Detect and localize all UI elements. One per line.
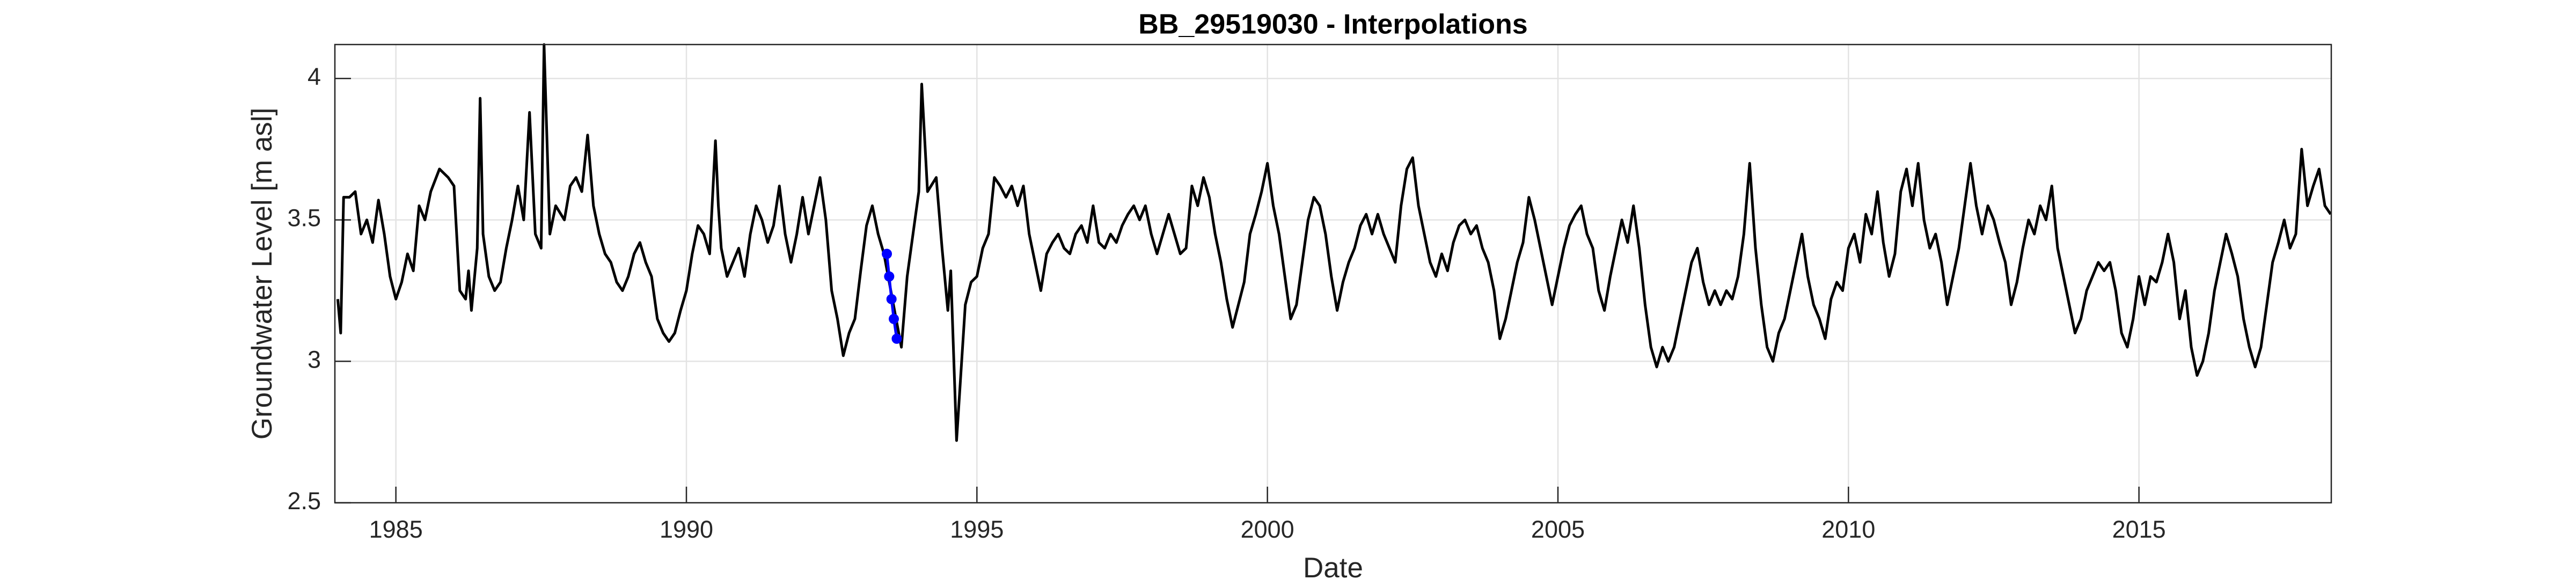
axes-box <box>334 43 2332 504</box>
plot-lines <box>336 43 2331 442</box>
series-line <box>336 43 2331 442</box>
series-marker <box>882 248 892 259</box>
chart-title: BB_29519030 - Interpolations <box>1138 9 1527 40</box>
x-tick-label: 2010 <box>1821 516 1875 543</box>
x-tick-label: 2005 <box>1531 516 1585 543</box>
y-tick-label: 3.5 <box>287 204 321 232</box>
x-tick-label: 2000 <box>1241 516 1294 543</box>
x-tick-label: 1995 <box>950 516 1004 543</box>
series-marker <box>886 294 897 304</box>
y-tick-label: 2.5 <box>287 487 321 515</box>
x-tick-label: 2015 <box>2112 516 2166 543</box>
x-axis-label: Date <box>1303 552 1363 584</box>
x-tick-label: 1990 <box>660 516 713 543</box>
plot-area <box>335 45 2331 503</box>
y-axis-label: Groundwater Level [m asl] <box>246 108 278 440</box>
series-marker <box>889 313 899 324</box>
tick-labels: 1985 1990 1995 2000 2005 2010 2015 2.5 3 3.5 4 <box>287 63 2165 543</box>
x-tick-label: 1985 <box>369 516 423 543</box>
y-tick-label: 3 <box>308 346 321 373</box>
series-marker <box>891 333 902 344</box>
series-marker <box>884 271 895 282</box>
y-tick-label: 4 <box>308 63 321 90</box>
